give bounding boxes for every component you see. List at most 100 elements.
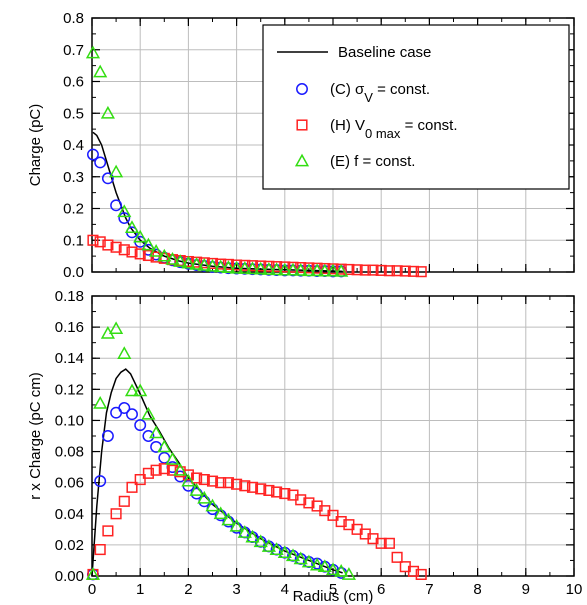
circle-point: [214, 509, 227, 522]
triangle-point: [277, 262, 292, 276]
triangle-point: [141, 237, 156, 251]
x-tick-label: 7: [425, 581, 433, 598]
r-charge-panel: 0.00 0.02 0.04 0.06 0.08 0.10 0.12 0.14 0.16 0.18…: [27, 288, 582, 605]
y-tick-label: 0.12: [55, 381, 84, 398]
triangle-point: [93, 395, 108, 409]
square-point: [303, 497, 315, 509]
triangle-point: [325, 562, 341, 576]
circle-point: [134, 419, 147, 432]
square-point: [295, 262, 307, 274]
triangle-point: [285, 262, 301, 276]
square-point: [206, 257, 219, 269]
y-tick-label: 0.18: [55, 288, 84, 305]
triangle-point: [197, 257, 212, 271]
circle-point: [94, 156, 107, 169]
triangle-point: [173, 254, 188, 267]
y-tick-label: 0.04: [55, 506, 84, 523]
triangle-point: [93, 64, 108, 78]
plot-frame: [91, 17, 575, 273]
square-point: [102, 525, 114, 537]
triangle-point: [181, 255, 196, 269]
circle-point: [110, 199, 123, 212]
square-point: [126, 246, 138, 258]
triangle-point: [237, 261, 252, 274]
triangle-point: [293, 551, 308, 565]
y-axis-label: r x Charge (pC cm): [27, 372, 44, 500]
square-point: [126, 481, 138, 493]
triangle-point: [173, 462, 188, 476]
square-point: [263, 260, 275, 272]
square-point: [222, 477, 234, 489]
x-tick-label: 5: [329, 581, 337, 598]
triangle-point: [117, 204, 132, 218]
triangle-point: [109, 321, 124, 335]
y-tick-label: 0.7: [63, 42, 84, 59]
square-point: [271, 261, 283, 273]
plot-frame: [91, 295, 575, 577]
y-tick-label: 0.0: [63, 264, 84, 281]
x-tick-label: 1: [136, 581, 144, 598]
y-tick-label: 0.10: [55, 412, 84, 429]
triangle-point: [85, 45, 101, 59]
square-point: [327, 509, 339, 521]
triangle-point: [124, 220, 140, 233]
square-point: [303, 262, 315, 274]
square-point: [279, 261, 291, 273]
legend-label: Baseline case: [338, 44, 431, 61]
triangle-point: [269, 542, 284, 555]
y-tick-label: 0.00: [55, 568, 84, 585]
square-point: [158, 463, 170, 475]
circle-point: [142, 430, 155, 442]
square-point: [351, 264, 363, 276]
y-tick-label: 0.14: [55, 350, 84, 367]
triangle-point: [253, 261, 268, 275]
triangle-point: [293, 263, 308, 276]
triangle-point: [317, 263, 332, 277]
square-point: [279, 488, 291, 500]
circle-point: [101, 430, 114, 442]
square-point: [118, 495, 130, 507]
circle-point: [94, 475, 107, 488]
square-point: [415, 568, 427, 580]
y-tick-label: 0.6: [63, 74, 84, 91]
square-point: [295, 494, 307, 506]
y-tick-label: 0.3: [63, 169, 84, 186]
square-point: [231, 478, 243, 490]
square-point: [391, 551, 403, 563]
x-tick-label: 10: [566, 581, 583, 598]
triangle-point: [189, 483, 204, 496]
triangle-point: [277, 545, 292, 559]
y-tick-label: 0.06: [55, 475, 84, 492]
square-point: [110, 241, 122, 253]
square-point: [407, 565, 420, 577]
circle-point: [126, 408, 138, 421]
x-tick-label: 9: [522, 581, 530, 598]
triangle-point: [85, 567, 101, 580]
triangle-point: [253, 534, 268, 548]
legend-label: (E) f = const.: [330, 153, 415, 170]
square-point: [222, 258, 234, 270]
y-axis-label: Charge (pC): [27, 104, 44, 187]
y-tick-label: 0.8: [63, 10, 84, 27]
triangle-point: [181, 473, 196, 487]
x-tick-label: 3: [232, 581, 240, 598]
triangle-point: [261, 262, 276, 275]
square-point: [118, 244, 130, 256]
triangle-point: [141, 406, 156, 420]
circle-point: [222, 515, 235, 528]
triangle-point: [189, 257, 204, 270]
triangle-point: [245, 529, 260, 543]
square-point: [335, 516, 347, 528]
x-tick-label: 8: [473, 581, 481, 598]
triangle-point: [221, 512, 236, 526]
triangle-point: [205, 258, 220, 272]
circle-point: [118, 402, 131, 414]
circle-point: [118, 212, 131, 224]
legend-circle-symbol: [296, 83, 308, 95]
triangle-point: [334, 563, 349, 577]
square-point: [271, 486, 283, 498]
triangle-point: [221, 260, 236, 273]
square-point: [246, 260, 259, 272]
y-tick-label: 0.5: [63, 105, 84, 122]
